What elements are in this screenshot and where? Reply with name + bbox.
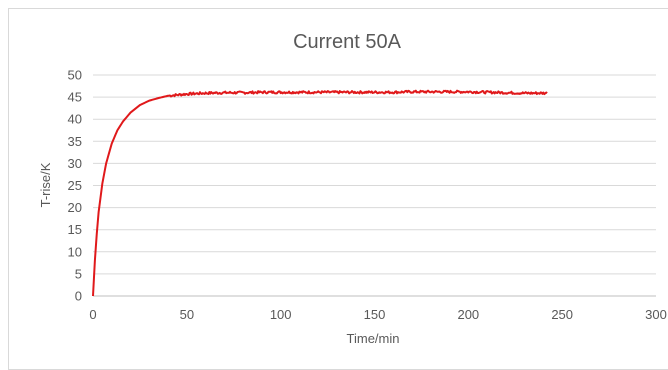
y-tick-label: 20 (68, 200, 82, 215)
y-axis-label: T-rise/K (38, 162, 53, 207)
y-tick-label: 0 (75, 289, 82, 304)
x-tick-label: 250 (551, 307, 573, 322)
x-tick-label: 300 (645, 307, 667, 322)
y-tick-label: 30 (68, 156, 82, 171)
y-tick-label: 25 (68, 178, 82, 193)
x-tick-label: 200 (457, 307, 479, 322)
series-layer (92, 89, 548, 297)
y-tick-label: 5 (75, 266, 82, 281)
y-tick-label: 35 (68, 134, 82, 149)
chart-title: Current 50A (293, 31, 401, 53)
y-tick-labels: 0 5 10 15 20 25 30 35 40 45 50 (68, 68, 82, 304)
chart-frame (8, 8, 668, 370)
x-axis-label: Time/min (347, 331, 400, 346)
grid-layer (93, 74, 656, 297)
x-tick-label: 100 (270, 307, 292, 322)
x-tick-label: 0 (89, 307, 96, 322)
x-tick-label: 50 (180, 307, 194, 322)
series-line-0 (92, 89, 548, 297)
x-tick-label: 150 (364, 307, 386, 322)
y-tick-label: 10 (68, 244, 82, 259)
y-tick-label: 50 (68, 68, 82, 83)
x-tick-labels: 0 50 100 150 200 250 300 (89, 307, 666, 322)
y-tick-label: 45 (68, 90, 82, 105)
y-tick-label: 40 (68, 112, 82, 127)
y-tick-label: 15 (68, 222, 82, 237)
